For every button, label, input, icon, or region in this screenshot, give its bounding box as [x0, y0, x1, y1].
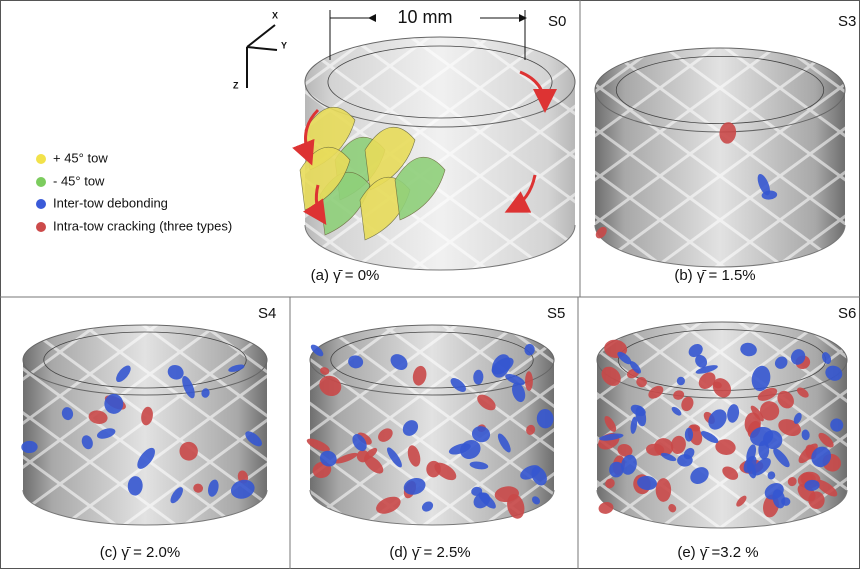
cylinder-weave: [595, 48, 845, 267]
axis-label: Z: [233, 80, 239, 90]
legend-label: Intra-tow cracking (three types): [53, 218, 232, 233]
scale-label: 10 mm: [397, 7, 452, 27]
legend-dot: [36, 177, 46, 187]
caption: (c) γ̄ = 2.0%: [100, 544, 180, 561]
legend-label: + 45° tow: [53, 150, 108, 165]
legend-dot: [36, 199, 46, 209]
figure: 10 mm X Y Z + 45° tow - 45° tow Inter-to…: [0, 0, 860, 569]
panel-tag: S5: [547, 305, 565, 322]
damage-blob: [656, 478, 672, 502]
caption: (d) γ̄ = 2.5%: [389, 544, 470, 561]
caption: (e) γ̄ =3.2 %: [677, 544, 758, 561]
legend-label: - 45° tow: [53, 173, 105, 188]
legend-label: Inter-tow debonding: [53, 195, 168, 210]
panel-tag: S6: [838, 305, 856, 322]
caption: (a) γ̄ = 0%: [311, 267, 380, 284]
panel-tag: S0: [548, 13, 566, 30]
legend-dot: [36, 154, 46, 164]
legend-dot: [36, 222, 46, 232]
caption: (b) γ̄ = 1.5%: [674, 267, 755, 284]
panel-tag: S4: [258, 305, 276, 322]
page: {"scale_bar": "10 mm", "axes": {"x": "X"…: [0, 0, 860, 569]
axis-label: Y: [281, 40, 287, 50]
panel-tag: S3: [838, 13, 856, 30]
axis-label: X: [272, 10, 278, 20]
